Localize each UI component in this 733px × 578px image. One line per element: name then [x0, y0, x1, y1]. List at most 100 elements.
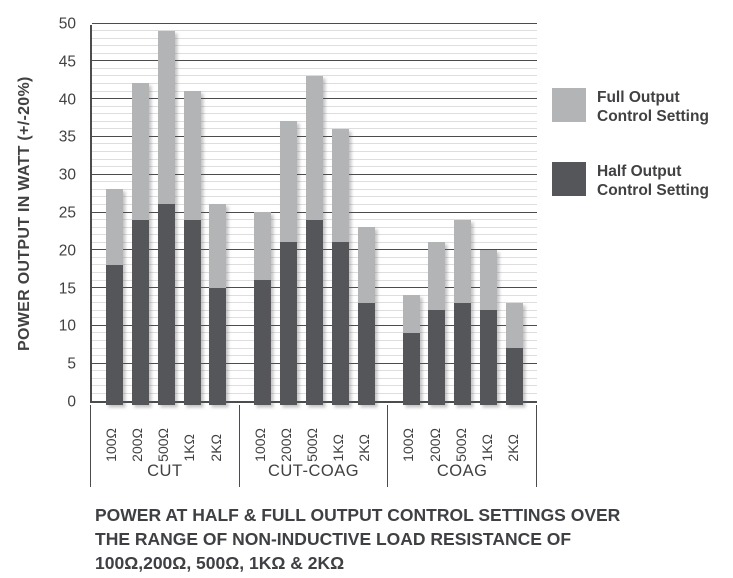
category-label: 2KΩ	[504, 434, 521, 462]
y-tick-label: 35	[58, 129, 76, 147]
half-output-segment	[254, 280, 272, 405]
legend-label: Half Output Control Setting	[597, 163, 709, 199]
category-label: 1KΩ	[181, 434, 198, 462]
major-gridline	[92, 22, 537, 24]
category-label: 1KΩ	[330, 434, 347, 462]
bar-cut-2kω	[209, 204, 227, 405]
full-output-segment	[209, 204, 227, 288]
y-axis-tick-labels: 0 5 10 15 20 25 30 35 40 45 50	[42, 16, 84, 411]
y-tick-label: 5	[67, 355, 76, 373]
category-labels-coag: 100Ω 200Ω 500Ω 1KΩ 2KΩ	[388, 405, 536, 462]
category-label: 500Ω	[452, 428, 469, 462]
caption-line: THE RANGE OF NON-INDUCTIVE LOAD RESISTAN…	[95, 529, 572, 549]
legend: Full Output Control Setting Half Output C…	[552, 88, 727, 236]
group-label-coag: COAG	[436, 462, 488, 480]
minor-gridline	[92, 67, 537, 69]
category-labels-cut: 100Ω 200Ω 500Ω 1KΩ 2KΩ	[91, 405, 239, 462]
caption: POWER AT HALF & FULL OUTPUT CONTROL SETT…	[95, 503, 695, 575]
category-label: 500Ω	[304, 428, 320, 462]
half-output-segment	[428, 310, 446, 405]
bar-cut-500ω	[157, 30, 175, 405]
full-output-segment	[280, 121, 298, 243]
y-tick-label: 25	[58, 204, 76, 222]
x-axis-label-box: 100Ω 200Ω 500Ω 1KΩ 2KΩ CUT 100Ω 200Ω 500Ω 1KΩ 2KΩ C…	[90, 405, 538, 487]
legend-label: Full Output Control Setting	[597, 89, 709, 125]
bar-cut-200ω	[131, 83, 149, 405]
half-output-segment	[280, 242, 298, 405]
half-output-segment	[131, 219, 149, 405]
full-output-segment	[402, 295, 420, 333]
minor-gridline	[92, 52, 537, 54]
bar-coag-1kω	[480, 249, 498, 405]
half-output-segment	[209, 287, 227, 405]
full-output-segment	[157, 30, 175, 205]
y-tick-label: 40	[58, 91, 76, 109]
full-output-segment	[254, 212, 272, 281]
y-tick-label: 45	[58, 53, 76, 71]
full-output-segment	[428, 242, 446, 311]
half-output-segment	[454, 302, 472, 405]
minor-gridline	[92, 45, 537, 47]
bar-cut-coag-100ω	[254, 212, 272, 405]
category-label: 2KΩ	[356, 434, 373, 462]
full-output-segment	[305, 75, 323, 220]
full-output-segment	[183, 91, 201, 220]
category-label: 200Ω	[277, 428, 294, 462]
category-label: 100Ω	[103, 428, 120, 462]
y-tick-label: 20	[58, 242, 76, 260]
bar-cut-100ω	[105, 189, 123, 405]
full-output-segment	[357, 227, 375, 303]
x-group-cut: 100Ω 200Ω 500Ω 1KΩ 2KΩ CUT	[90, 405, 239, 487]
full-output-segment	[506, 302, 524, 349]
legend-item-half: Half Output Control Setting	[552, 162, 727, 200]
caption-line: POWER AT HALF & FULL OUTPUT CONTROL SETT…	[95, 505, 621, 525]
full-output-segment	[454, 219, 472, 303]
full-output-segment	[331, 128, 349, 243]
x-group-coag: 100Ω 200Ω 500Ω 1KΩ 2KΩ COAG	[387, 405, 538, 487]
bar-coag-500ω	[454, 219, 472, 405]
bar-group-coag	[389, 25, 537, 405]
half-output-segment	[480, 310, 498, 405]
half-output-segment	[305, 219, 323, 405]
half-output-segment	[105, 264, 123, 405]
bars-layer	[92, 25, 537, 405]
category-label: 200Ω	[129, 428, 146, 462]
half-output-segment	[402, 332, 420, 405]
category-label: 100Ω	[251, 428, 268, 462]
half-output-swatch	[552, 162, 586, 196]
bar-coag-200ω	[428, 242, 446, 405]
x-group-cut-coag: 100Ω 200Ω 500Ω 1KΩ 2KΩ CUT-COAG	[238, 405, 388, 487]
bar-cut-1kω	[183, 91, 201, 405]
category-label: 200Ω	[426, 428, 443, 462]
group-label-cut-coag: CUT-COAG	[267, 462, 360, 480]
bar-coag-2kω	[506, 302, 524, 405]
category-label: 2KΩ	[207, 434, 224, 462]
half-output-segment	[183, 219, 201, 405]
plot-area	[90, 22, 537, 405]
major-gridline	[92, 60, 537, 62]
y-tick-label: 30	[58, 166, 76, 184]
half-output-segment	[506, 348, 524, 405]
y-tick-label: 0	[67, 393, 76, 411]
category-label: 1KΩ	[478, 434, 495, 462]
bar-cut-coag-2kω	[357, 227, 375, 405]
full-output-segment	[480, 249, 498, 311]
bar-cut-coag-1kω	[331, 128, 349, 405]
half-output-segment	[331, 242, 349, 405]
half-output-segment	[357, 302, 375, 405]
bar-cut-coag-200ω	[280, 121, 298, 405]
category-label: 100Ω	[400, 428, 417, 462]
bar-cut-coag-500ω	[305, 75, 323, 405]
minor-gridline	[92, 37, 537, 39]
full-output-swatch	[552, 88, 586, 122]
y-tick-label: 10	[58, 318, 76, 336]
legend-item-full: Full Output Control Setting	[552, 88, 727, 126]
minor-gridline	[92, 30, 537, 32]
half-output-segment	[157, 204, 175, 405]
full-output-segment	[105, 189, 123, 265]
y-tick-label: 15	[58, 280, 76, 298]
full-output-segment	[131, 83, 149, 220]
y-axis-title: POWER OUTPUT IN WATT (+/-20%)	[16, 76, 33, 352]
category-label: 500Ω	[155, 428, 172, 462]
